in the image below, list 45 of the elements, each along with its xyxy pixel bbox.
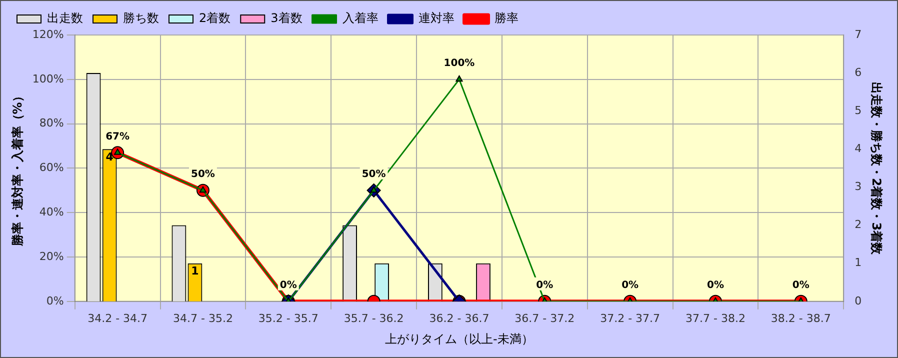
- x-tick-label: 34.2 - 34.7: [88, 312, 148, 325]
- x-tick-label: 35.2 - 35.7: [258, 312, 318, 325]
- y2-tick-label: 2: [854, 218, 862, 232]
- y-tick-label: 0%: [46, 294, 64, 308]
- x-axis-title: 上がりタイム（以上-未満）: [385, 332, 534, 346]
- data-label: 0%: [622, 280, 639, 291]
- y2-axis-title: 出走数・勝ち数・2着数・3着数: [870, 82, 884, 256]
- legend-label: 入着率: [342, 11, 378, 26]
- legend-label: 連対率: [418, 11, 454, 26]
- y-tick-label: 100%: [32, 72, 64, 86]
- y-tick-label: 20%: [39, 250, 64, 263]
- y2-tick-label: 1: [854, 256, 862, 270]
- y-tick-label: 80%: [39, 116, 64, 130]
- x-tick-label: 37.2 - 37.7: [600, 312, 660, 325]
- y-tick-label: 40%: [39, 205, 64, 218]
- y-tick-label: 60%: [39, 161, 64, 174]
- y2-tick-label: 7: [854, 28, 862, 41]
- y2-tick-label: 5: [854, 104, 862, 117]
- legend-label: 出走数: [47, 11, 83, 26]
- data-label: 0%: [280, 280, 297, 291]
- data-label: 0%: [706, 280, 724, 291]
- y2-tick-label: 0: [854, 294, 862, 308]
- x-tick-label: 34.7 - 35.2: [172, 312, 233, 325]
- data-label: 100%: [444, 58, 475, 69]
- data-label: 50%: [362, 168, 386, 180]
- y2-tick-label: 3: [854, 180, 862, 194]
- legend-label: 2着数: [199, 11, 231, 26]
- x-tick-label: 35.7 - 36.2: [344, 312, 404, 325]
- x-tick-label: 37.7 - 38.2: [686, 312, 746, 325]
- data-label: 0%: [792, 280, 810, 291]
- data-label: 50%: [191, 168, 215, 180]
- data-label: 1: [191, 264, 199, 278]
- legend-label: 3着数: [270, 11, 302, 26]
- y-tick-label: 120%: [32, 28, 64, 41]
- y2-tick-label: 6: [854, 66, 862, 79]
- data-label: 67%: [106, 131, 130, 142]
- legend-label: 勝ち数: [123, 11, 159, 26]
- data-label: 4: [106, 150, 114, 164]
- legend-label: 勝率: [494, 11, 518, 26]
- x-tick-label: 36.2 - 36.7: [429, 312, 490, 325]
- y-axis-title: 勝率・連対率・入着率（%）: [10, 90, 24, 248]
- y2-tick-label: 4: [854, 142, 862, 156]
- x-tick-label: 38.2 - 38.7: [770, 312, 831, 325]
- data-label: 0%: [536, 280, 554, 291]
- x-tick-label: 36.7 - 37.2: [514, 312, 575, 325]
